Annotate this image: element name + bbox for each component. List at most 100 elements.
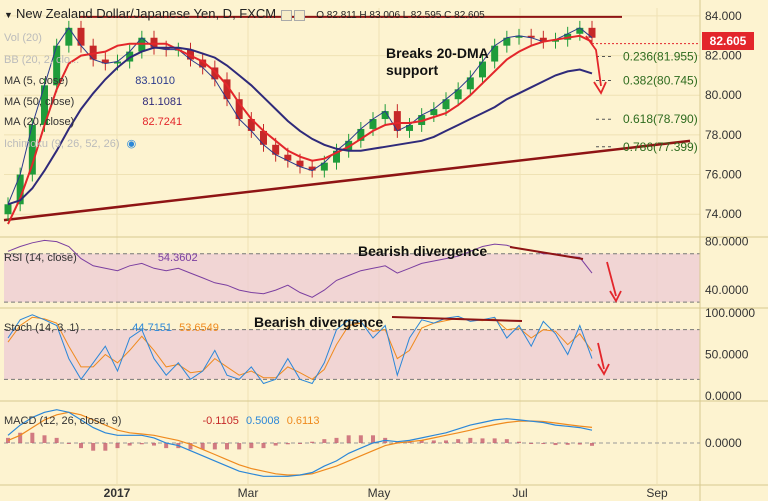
- stoch-k-line: [7, 314, 593, 385]
- legend-rsi[interactable]: RSI (14, close) 54.3602: [4, 252, 198, 264]
- fib-level-label: 0.382(80.745): [623, 73, 698, 87]
- macd-histogram-bar: [103, 443, 108, 451]
- legend-stoch[interactable]: Stoch (14, 3, 1) 44.7151 53.6549: [4, 322, 219, 334]
- macd-histogram-bar: [577, 443, 582, 445]
- candle-body: [150, 37, 158, 48]
- fib-level-label: 0.786(77.399): [623, 140, 698, 154]
- macd-histogram-bar: [127, 443, 132, 446]
- close-icon[interactable]: [294, 9, 306, 21]
- candle-body: [320, 162, 328, 171]
- ma20-line: [7, 34, 593, 225]
- legend-ma5-label: MA (5, close): [4, 75, 69, 87]
- legend-ichimoku-label: Ichimoku (9, 26, 52, 26): [4, 138, 120, 150]
- down-arrow-price-head: [593, 81, 607, 95]
- legend-bb-label: BB (20, 2, clo...: [4, 54, 80, 66]
- down-arrow-price: [585, 35, 602, 87]
- legend-macd-signal: 0.6113: [286, 415, 320, 427]
- eye-icon[interactable]: ◉: [126, 138, 137, 150]
- macd-histogram-bar: [152, 443, 156, 446]
- candle-body: [503, 37, 511, 46]
- rsi-divergence-line: [509, 246, 584, 260]
- macd-histogram-bar: [371, 435, 375, 443]
- macd-histogram-bar: [480, 438, 485, 443]
- ma50-line: [7, 46, 593, 206]
- macd-histogram-bar: [541, 443, 546, 445]
- candle-body: [393, 111, 401, 131]
- macd-histogram-bar: [54, 437, 59, 443]
- candle-body: [296, 160, 304, 167]
- stoch-y-tick-label: 50.0000: [705, 348, 749, 362]
- fib-level-label: 0.618(78.790): [623, 112, 698, 126]
- price-y-tick-label: 76.000: [705, 168, 742, 182]
- rsi-pane[interactable]: [7, 239, 622, 303]
- legend-ma5[interactable]: MA (5, close) 83.1010: [4, 75, 175, 87]
- candle-body: [466, 77, 474, 90]
- stoch-band: [4, 329, 700, 380]
- legend-vol-label: Vol (20): [4, 32, 42, 44]
- candle-body: [260, 130, 267, 145]
- macd-histogram-bar: [468, 437, 473, 443]
- ohlc-readout: O 82.811 H 83.006 L 82.595 C 82.605: [316, 10, 485, 21]
- support-trendline: [3, 139, 691, 222]
- legend-ma50[interactable]: MA (50, close) 81.1081: [4, 96, 182, 108]
- stoch-divergence-line: [391, 316, 523, 322]
- candle-body: [442, 99, 450, 110]
- legend-ma20[interactable]: MA (20, close) 82.7241: [4, 116, 182, 128]
- legend-ma5-value: 83.1010: [135, 75, 176, 87]
- macd-histogram-bar: [553, 443, 558, 446]
- price-y-tick-label: 74.000: [705, 207, 742, 221]
- stoch-down-arrow: [597, 342, 605, 370]
- candle-body: [41, 85, 48, 125]
- rsi-y-tick-label: 40.0000: [705, 283, 749, 297]
- macd-histogram-bar: [285, 443, 290, 445]
- legend-ma20-value: 82.7241: [142, 116, 183, 128]
- candle-body: [53, 45, 61, 86]
- candle-body: [272, 144, 280, 155]
- fib-level-label: 0.236(81.955): [623, 49, 698, 63]
- macd-histogram-bar: [565, 443, 570, 445]
- settings-icon[interactable]: [281, 9, 293, 21]
- candle-body: [576, 27, 584, 34]
- candle-body: [381, 111, 389, 120]
- macd-histogram-bar: [249, 443, 254, 449]
- price-y-tick-label: 82.000: [705, 49, 742, 63]
- legend-ma50-value: 81.1081: [142, 96, 183, 108]
- chevron-down-icon[interactable]: ▼: [4, 10, 13, 20]
- stoch-pane[interactable]: [7, 314, 610, 385]
- macd-y-tick-label: 0.0000: [705, 436, 742, 450]
- candle-body: [369, 119, 377, 129]
- legend-ichimoku[interactable]: Ichimoku (9, 26, 52, 26) ◉: [4, 137, 136, 150]
- last-price-value: 82.605: [709, 34, 747, 48]
- x-tick-label: Jul: [512, 486, 527, 500]
- legend-vol[interactable]: Vol (20): [4, 32, 42, 44]
- stoch-divergence-label: Bearish divergence: [254, 314, 384, 330]
- rsi-band: [4, 253, 700, 303]
- macd-line: [7, 409, 593, 477]
- price-pane[interactable]: 0.236(81.955) 0.382(80.745) 0.618(78.790) 0…: [3, 15, 700, 225]
- macd-pane[interactable]: [4, 409, 700, 477]
- macd-histogram-bar: [298, 443, 302, 444]
- legend-macd-label: MACD (12, 26, close, 9): [4, 415, 122, 427]
- ma5-line: [7, 26, 593, 205]
- stoch-down-arrow-head: [597, 363, 610, 376]
- macd-histogram-bar: [273, 443, 278, 446]
- legend-ma50-label: MA (50, close): [4, 96, 75, 108]
- macd-histogram-bar: [139, 443, 144, 445]
- legend-stoch-d: 53.6549: [179, 322, 219, 334]
- candle-body: [65, 27, 73, 46]
- candle-body: [333, 150, 340, 163]
- macd-histogram-bar: [6, 437, 10, 443]
- candle-body: [588, 27, 596, 38]
- stoch-d-line: [7, 316, 593, 380]
- legend-bb[interactable]: BB (20, 2, clo...: [4, 54, 79, 66]
- breaks-line-2: support: [386, 62, 439, 78]
- candle-body: [16, 174, 24, 205]
- legend-macd[interactable]: MACD (12, 26, close, 9) -0.1105 0.5008 0…: [4, 415, 320, 427]
- candle-body: [101, 59, 109, 64]
- candle-body: [454, 89, 462, 100]
- macd-histogram-bar: [66, 443, 71, 444]
- candle-body: [284, 154, 292, 161]
- chart-title: New Zealand Dollar/Japanese Yen, D, FXCM: [15, 6, 277, 21]
- macd-histogram-bar: [346, 435, 351, 443]
